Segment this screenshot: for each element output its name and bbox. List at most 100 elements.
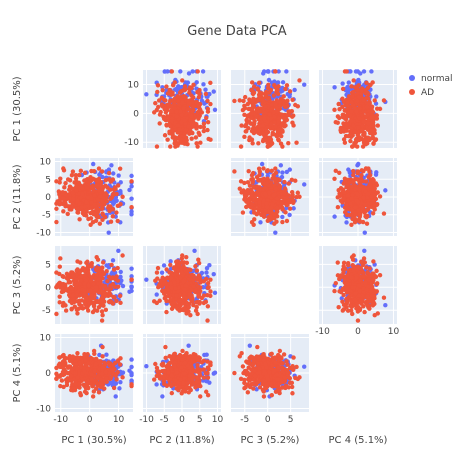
point-ad [289, 189, 295, 195]
point-ad [184, 300, 190, 306]
point-ad [357, 116, 363, 121]
point-ad [262, 116, 267, 121]
point-ad [108, 187, 113, 192]
point-ad [208, 80, 213, 86]
point-ad [174, 259, 179, 264]
point-ad [78, 274, 84, 279]
point-ad [164, 84, 169, 89]
point-ad [195, 89, 200, 95]
point-ad [295, 190, 301, 195]
point-ad [361, 274, 366, 279]
point-ad [362, 141, 368, 146]
point-ad [381, 295, 387, 300]
subplot-row1-col4[interactable] [319, 69, 397, 149]
point-ad [181, 141, 187, 146]
point-ad [63, 303, 68, 308]
point-normal [118, 274, 123, 280]
point-ad [98, 193, 103, 199]
point-ad [190, 108, 195, 114]
point-ad [297, 78, 302, 83]
point-ad [356, 265, 361, 270]
point-ad [333, 281, 338, 286]
point-ad [232, 169, 237, 174]
point-ad [341, 189, 347, 195]
point-ad [354, 109, 359, 114]
point-ad [205, 127, 210, 133]
point-ad [191, 103, 196, 109]
point-ad [169, 105, 175, 110]
point-ad [129, 179, 134, 184]
point-ad [194, 268, 200, 273]
point-ad [344, 212, 350, 217]
point-ad [88, 287, 93, 293]
point-ad [265, 96, 271, 101]
point-ad [377, 194, 383, 199]
point-ad [356, 217, 362, 223]
point-ad [356, 95, 362, 100]
point-ad [237, 186, 242, 191]
subplot-row2-col4[interactable] [319, 158, 397, 236]
point-ad [257, 169, 263, 174]
point-ad [261, 166, 266, 171]
point-ad [365, 270, 370, 275]
point-ad [181, 279, 186, 284]
point-ad [195, 311, 200, 317]
point-ad [291, 200, 296, 205]
point-ad [340, 104, 345, 109]
subplot-row1-col2[interactable] [143, 69, 221, 149]
point-ad [265, 168, 271, 173]
subplot-row2-col3[interactable] [231, 158, 309, 236]
point-ad [160, 87, 165, 93]
point-ad [84, 208, 89, 213]
point-ad [268, 116, 274, 121]
point-ad [247, 97, 252, 102]
point-ad [183, 283, 189, 289]
point-ad [240, 210, 246, 215]
point-ad [264, 89, 269, 95]
point-ad [272, 216, 277, 221]
point-ad [362, 131, 367, 137]
point-ad [270, 132, 275, 137]
point-ad [88, 216, 94, 221]
point-ad [62, 185, 67, 190]
point-ad [256, 80, 262, 86]
point-ad [101, 303, 106, 308]
point-ad [276, 137, 281, 142]
point-ad [174, 114, 180, 119]
point-ad [333, 168, 338, 174]
subplot-row3-col4[interactable] [319, 246, 397, 324]
point-ad [341, 121, 346, 126]
point-ad [183, 268, 189, 274]
point-normal [129, 209, 134, 214]
point-ad [264, 138, 269, 143]
point-ad [104, 193, 109, 198]
subplot-row4-col1[interactable] [54, 334, 134, 412]
point-ad [351, 268, 356, 273]
subplot-row1-col3[interactable] [231, 69, 309, 149]
point-ad [381, 98, 387, 103]
point-ad [168, 262, 173, 268]
point-ad [186, 124, 191, 129]
point-ad [273, 166, 278, 171]
point-ad [293, 102, 298, 108]
point-ad [108, 196, 113, 202]
point-normal [100, 174, 105, 180]
point-ad [57, 192, 62, 198]
point-ad [191, 95, 196, 100]
subplot-row2-col1[interactable] [54, 158, 134, 236]
point-ad [345, 100, 350, 105]
point-ad [65, 276, 71, 282]
point-ad [251, 99, 256, 104]
point-ad [178, 275, 183, 281]
point-ad [114, 210, 119, 215]
subplot-row3-col2[interactable] [143, 246, 221, 324]
point-ad [350, 257, 356, 262]
point-ad [365, 294, 370, 299]
point-normal [373, 172, 379, 177]
point-ad [110, 214, 116, 219]
point-ad [156, 98, 162, 103]
point-ad [269, 168, 274, 174]
point-ad [158, 278, 163, 283]
subplot-row3-col1[interactable] [54, 246, 134, 324]
